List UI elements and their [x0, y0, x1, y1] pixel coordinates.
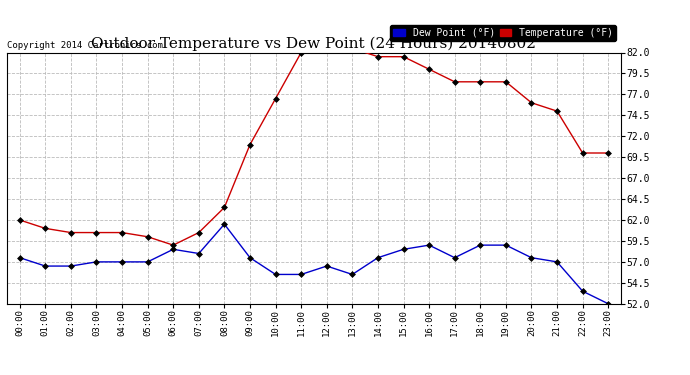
Text: Copyright 2014 Cartronics.com: Copyright 2014 Cartronics.com: [7, 41, 163, 50]
Legend: Dew Point (°F), Temperature (°F): Dew Point (°F), Temperature (°F): [391, 25, 616, 40]
Title: Outdoor Temperature vs Dew Point (24 Hours) 20140802: Outdoor Temperature vs Dew Point (24 Hou…: [92, 37, 536, 51]
